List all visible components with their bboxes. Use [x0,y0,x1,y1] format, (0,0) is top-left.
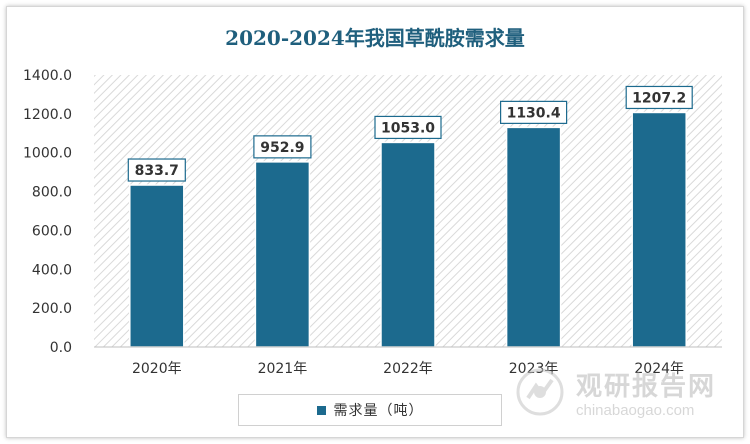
data-label: 1053.0 [374,115,442,140]
x-tick-label: 2024年 [634,361,684,377]
watermark-cn: 观研报告网 [576,372,717,402]
bar [129,184,185,348]
data-label: 833.7 [127,158,186,182]
data-label-text: 1130.4 [507,105,561,121]
legend: 需求量（吨） [238,394,502,426]
watermark-logo-icon [516,368,564,416]
value-labels-group: 833.7 952.9 1053.0 1130.4 1207.2 [127,85,693,182]
x-tick-label: 2022年 [383,361,433,377]
data-label: 1130.4 [500,100,568,124]
data-label-box [374,115,442,140]
y-tick-label: 800.0 [32,185,72,201]
legend-label: 需求量（吨） [333,403,424,419]
data-label: 952.9 [253,135,312,159]
x-tick-label: 2023年 [509,361,559,377]
y-tick-label: 400.0 [32,262,72,278]
watermark-en: chinabaogao.com [576,402,695,419]
y-tick-label: 1000.0 [23,146,72,162]
data-label-text: 1053.0 [381,120,435,136]
y-tick-label: 1200.0 [23,107,72,123]
data-label-text: 833.7 [135,163,179,179]
data-label-box [127,158,186,182]
watermark: 观研报告网 chinabaogao.com [516,362,716,432]
bar [380,141,436,348]
data-label-text: 952.9 [260,140,304,156]
data-label-box [500,100,568,124]
y-tick-label: 0.0 [50,340,72,356]
bar [505,126,562,348]
y-tick-label: 600.0 [32,223,72,239]
x-axis-ticks: 2020年 2021年 2022年 2023年 2024年 [132,361,684,377]
y-tick-label: 1400.0 [23,68,72,84]
x-tick-label: 2021年 [258,361,308,377]
bar [254,161,311,348]
data-label: 1207.2 [625,85,693,110]
legend-swatch [316,405,326,415]
y-axis-ticks: 0.0 200.0 400.0 600.0 800.0 1000.0 1200.0 1400.… [23,68,72,356]
bar [631,111,687,348]
x-tick-label: 2020年 [132,361,182,377]
chart-title: 2020-2024年我国草酰胺需求量 [225,26,525,50]
data-label-text: 1207.2 [632,90,686,106]
data-label-box [625,85,693,110]
y-tick-label: 200.0 [32,301,72,317]
data-label-box [253,135,312,159]
